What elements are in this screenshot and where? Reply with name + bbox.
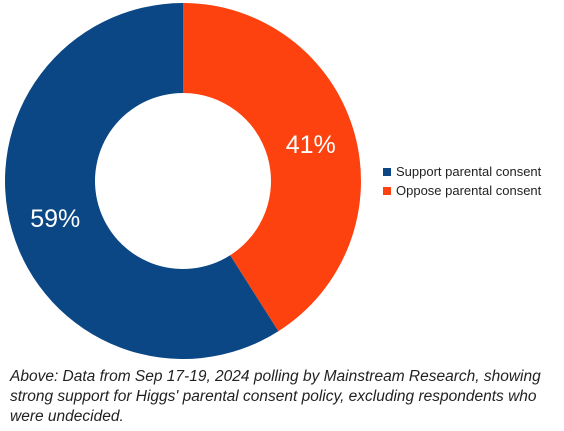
donut-chart: 41% 59%: [4, 3, 361, 359]
label-oppose: 41%: [286, 131, 336, 159]
legend-item-oppose: Oppose parental consent: [383, 181, 541, 200]
legend-item-support: Support parental consent: [383, 162, 541, 181]
slice-support: [4, 3, 279, 359]
slice-oppose: [183, 3, 361, 332]
label-support: 59%: [30, 205, 80, 233]
legend-label-oppose: Oppose parental consent: [396, 183, 542, 198]
legend: Support parental consent Oppose parental…: [383, 162, 541, 200]
legend-swatch-support: [383, 167, 391, 176]
chart-caption: Above: Data from Sep 17-19, 2024 polling…: [10, 368, 541, 425]
legend-swatch-oppose: [383, 186, 391, 195]
legend-label-support: Support parental consent: [396, 164, 542, 179]
